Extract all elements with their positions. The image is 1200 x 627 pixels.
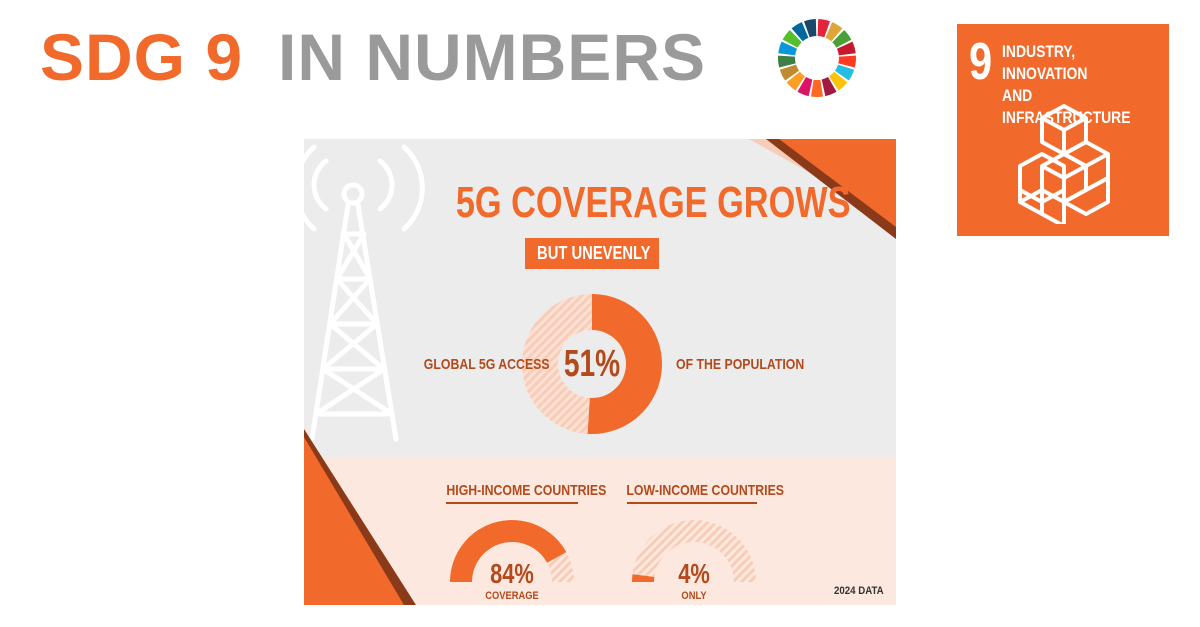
sdg-wheel-segment [821, 77, 837, 97]
sdg-wheel-segment [832, 29, 852, 48]
sdg-wheel-segment [834, 64, 855, 81]
high-income-label: HIGH-INCOME COUNTRIES [446, 482, 607, 499]
sdg-wheel-segment [778, 41, 798, 56]
data-year-note: 2024 DATA [834, 585, 884, 597]
sdg-wheel-segment [817, 19, 830, 38]
sdg-wheel-segment [836, 41, 856, 56]
low-income-caption: ONLY [681, 590, 707, 602]
sdg-wheel-segment [838, 55, 856, 68]
high-income-caption: COVERAGE [485, 590, 539, 602]
sdg-wheel-segment [829, 71, 848, 91]
goal-number: 9 [969, 33, 993, 91]
donut-value-slice [587, 294, 662, 434]
low-income-rule [627, 502, 757, 504]
chart-subtitle: BUT UNEVENLY [537, 243, 651, 263]
global-donut-chart [522, 294, 662, 434]
sdg-wheel-segment [778, 55, 796, 68]
infographic-decoration [304, 139, 896, 605]
sdg-wheel-segment [825, 22, 843, 42]
low-income-gauge [632, 519, 756, 582]
global-access-value: 51% [563, 343, 621, 385]
sdg-wheel-segment [791, 22, 809, 42]
header-sdg: SDG 9 [40, 20, 244, 94]
population-label: OF THE POPULATION [676, 356, 805, 373]
sdg-wheel-segment [782, 29, 802, 48]
sdg-color-wheel-icon [778, 19, 856, 97]
global-access-label: GLOBAL 5G ACCESS [423, 356, 550, 373]
gauge-value-arc [632, 574, 655, 582]
sdg-wheel-segment [786, 71, 805, 91]
subtitle-badge: BUT UNEVENLY [525, 238, 659, 269]
cell-tower-icon [304, 144, 425, 442]
low-income-label: LOW-INCOME COUNTRIES [626, 482, 784, 499]
goal-card: 9 INDUSTRY, INNOVATION AND INFRASTRUCTUR… [957, 24, 1169, 236]
goal-title: INDUSTRY, INNOVATION AND INFRASTRUCTURE [1002, 42, 1131, 127]
high-income-gauge [450, 519, 574, 582]
sdg-wheel-segment [797, 77, 813, 97]
chart-title: 5G COVERAGE GROWS [455, 178, 851, 227]
sdg-wheel-segment [810, 79, 824, 97]
header-in-numbers: IN NUMBERS [278, 20, 707, 94]
gauge-track [632, 519, 756, 582]
infographic-panel: 5G COVERAGE GROWS BUT UNEVENLY GLOBAL 5G… [304, 139, 896, 605]
high-income-value: 84% [490, 558, 534, 589]
sdg-wheel-segment [804, 19, 817, 38]
sdg-wheel-segment [779, 64, 800, 81]
low-income-value: 4% [678, 558, 710, 589]
high-income-rule [446, 502, 578, 504]
gauge-value-arc [450, 520, 567, 582]
stacked-cubes-icon [1018, 104, 1110, 224]
lower-band [304, 457, 896, 605]
